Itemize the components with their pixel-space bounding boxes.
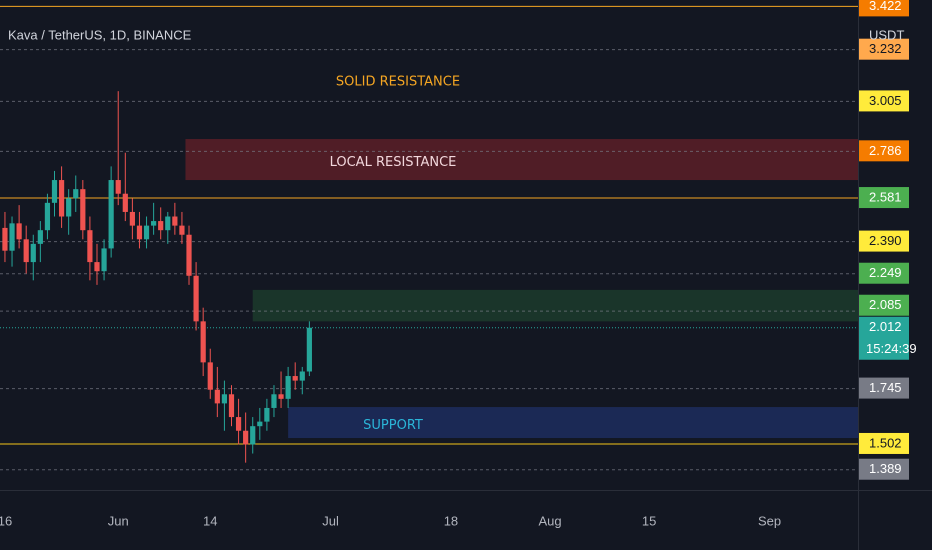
candle-body — [101, 248, 107, 272]
plot-area: LOCAL RESISTANCE SUPPORT SOLID RESISTANCE — [0, 5, 859, 471]
price-tag — [859, 294, 909, 316]
candle-body — [257, 421, 263, 427]
candle-body — [87, 230, 93, 263]
price-tag — [859, 432, 909, 454]
candle-body — [129, 211, 135, 226]
price-tag-label: 2.786 — [869, 143, 902, 158]
candle-body — [250, 426, 256, 445]
currency: USDT — [869, 27, 904, 42]
price-tag-label: 3.232 — [869, 41, 902, 56]
x-tick-label: 16 — [0, 513, 12, 528]
candle-body — [228, 394, 235, 418]
price-tags: 3.422 3.232 3.005 2.786 2.581 2.390 2.249 2.085… — [859, 0, 917, 480]
candle-body — [214, 389, 220, 404]
x-tick-label: 18 — [444, 513, 458, 528]
price-tag-label: 2.085 — [869, 297, 902, 312]
price-tag-label: 3.005 — [869, 93, 902, 108]
price-tag-label: 2.581 — [869, 189, 902, 204]
x-tick-label: Aug — [538, 513, 561, 528]
candle-body — [58, 180, 65, 217]
candle-body — [200, 321, 206, 363]
price-tag — [859, 90, 909, 112]
price-tag — [859, 458, 909, 480]
candle-body — [66, 198, 72, 217]
candle-body — [221, 394, 228, 404]
price-tag — [859, 377, 909, 399]
annotation: SOLID RESISTANCE — [336, 75, 460, 90]
price-tag-label: 2.249 — [869, 265, 902, 280]
candle-body — [193, 275, 199, 322]
price-tag — [859, 187, 909, 209]
candle-body — [179, 225, 185, 235]
price-tag-label: 1.745 — [869, 380, 902, 395]
price-tag-label: 1.389 — [869, 461, 902, 476]
candle-body — [2, 227, 8, 251]
candle-body — [44, 202, 51, 231]
price-tag — [859, 262, 909, 284]
candle-body — [94, 262, 100, 272]
candle-body — [186, 234, 192, 276]
chart-title: Kava / TetherUS, 1D, BINANCE — [8, 27, 192, 42]
candle-body — [51, 180, 58, 203]
candle-body — [122, 193, 128, 212]
candle-body — [108, 180, 114, 249]
candle-body — [16, 223, 22, 240]
candle-body — [37, 230, 43, 244]
candle-body — [271, 394, 277, 408]
zone — [185, 139, 859, 181]
price-tag — [859, 38, 909, 60]
candle-body — [285, 376, 291, 399]
price-tag — [859, 316, 909, 360]
candle-body — [207, 362, 213, 390]
zone-label: SUPPORT — [363, 418, 423, 433]
zone — [288, 407, 858, 439]
candle-body — [158, 221, 164, 231]
candle-body — [23, 239, 29, 263]
candle-body — [143, 225, 150, 240]
candle-body — [115, 180, 121, 194]
price-tag — [859, 230, 909, 252]
price-tag-label: 3.422 — [869, 0, 902, 13]
candle-body — [151, 221, 157, 226]
candle-body — [292, 376, 298, 381]
price-tag-label: 1.502 — [869, 435, 902, 450]
price-tag-label: 2.390 — [869, 233, 902, 248]
candle-body — [9, 223, 15, 251]
candle-body — [235, 417, 242, 431]
candle-body — [172, 216, 178, 226]
candle-body — [136, 225, 143, 240]
zone-label: LOCAL RESISTANCE — [330, 155, 457, 170]
candle-body — [80, 189, 86, 231]
candle-body — [73, 189, 79, 199]
x-tick-label: Jun — [108, 513, 129, 528]
candle-body — [30, 243, 36, 263]
candle-body — [243, 430, 249, 445]
x-tick-label: 15 — [642, 513, 656, 528]
zone — [252, 289, 858, 322]
candle-body — [299, 371, 305, 381]
x-tick-label: Sep — [758, 513, 781, 528]
x-tick-label: 14 — [203, 513, 217, 528]
candle-body — [165, 216, 171, 231]
candle-body — [278, 394, 284, 399]
x-tick-label: Jul — [322, 513, 339, 528]
candle-body — [264, 407, 270, 422]
candle-body — [306, 327, 312, 372]
price-tag-label: 2.012 — [869, 319, 902, 334]
price-tag — [859, 0, 909, 17]
countdown: 15:24:39 — [866, 341, 917, 356]
price-tag — [859, 140, 909, 162]
